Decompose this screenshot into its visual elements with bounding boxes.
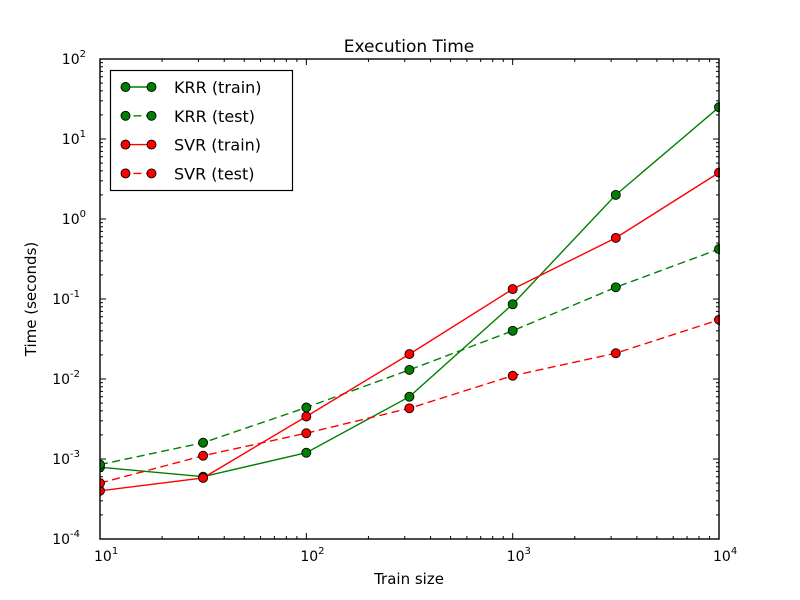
y-tick-label: 101	[62, 129, 86, 148]
data-point-svr-test	[100, 478, 105, 489]
data-point-svr-test	[301, 428, 312, 439]
legend-label-krr-train: KRR (train)	[174, 78, 262, 97]
y-axis-label: Time (seconds)	[22, 242, 40, 358]
legend-entry-krr-test: KRR (test)	[120, 107, 255, 126]
y-tick-label: 10-4	[52, 529, 80, 548]
x-tick-label: 101	[94, 546, 118, 565]
legend-label-svr-test: SVR (test)	[174, 164, 255, 183]
x-axis-label: Train size	[373, 570, 444, 588]
data-point-svr-test	[507, 370, 518, 381]
y-tick-label: 102	[62, 49, 86, 68]
legend-marker-krr-test	[120, 110, 131, 121]
legend: KRR (train) KRR (test) SVR (train) SVR (tes…	[109, 69, 294, 192]
data-point-krr-train	[301, 447, 312, 458]
data-point-krr-train	[404, 391, 415, 402]
data-point-krr-test	[198, 437, 209, 448]
axes-ticks: 101 102 103 104 10-4 10-3 10-2 10-1 100 101 102	[52, 49, 737, 565]
legend-marker-svr-train	[120, 139, 131, 150]
legend-entry-svr-test: SVR (test)	[120, 164, 255, 183]
series-svr-train	[100, 167, 720, 496]
data-point-krr-test	[301, 402, 312, 413]
data-point-krr-test	[100, 459, 105, 470]
legend-entry-svr-train: SVR (train)	[120, 136, 261, 155]
plot-area	[99, 58, 720, 540]
data-point-krr-train	[507, 299, 518, 310]
x-tick-label: 103	[507, 546, 531, 565]
data-point-svr-train	[507, 284, 518, 295]
legend-marker-svr-test	[120, 168, 131, 179]
legend-marker-svr-test	[146, 168, 157, 179]
legend-marker-krr-train	[120, 82, 131, 92]
data-point-svr-train	[100, 485, 105, 496]
data-point-svr-train	[404, 349, 415, 360]
data-point-svr-train	[198, 472, 209, 483]
series-layer	[100, 102, 720, 496]
data-point-svr-train	[301, 411, 312, 422]
data-point-krr-test	[610, 282, 621, 293]
legend-marker-krr-test	[146, 110, 157, 121]
legend-label-svr-train: SVR (train)	[174, 136, 261, 155]
y-tick-label: 10-2	[52, 369, 80, 388]
data-point-krr-test	[404, 364, 415, 375]
x-tick-label: 104	[713, 546, 737, 565]
legend-marker-svr-train	[146, 139, 157, 150]
legend-label-krr-test: KRR (test)	[174, 107, 255, 126]
legend-box	[109, 69, 294, 192]
data-point-krr-test	[507, 325, 518, 336]
legend-entry-krr-train: KRR (train)	[120, 78, 262, 97]
series-line-svr-train	[100, 172, 720, 492]
x-tick-label: 102	[300, 546, 324, 565]
data-point-svr-test	[610, 348, 621, 359]
data-point-svr-test	[198, 450, 209, 461]
data-point-svr-train	[610, 232, 621, 243]
y-tick-label: 10-3	[52, 449, 80, 468]
data-point-svr-test	[404, 403, 415, 414]
y-tick-label: 10-1	[52, 289, 80, 308]
y-tick-label: 100	[62, 209, 86, 228]
data-point-krr-train	[610, 189, 621, 200]
chart-title: Execution Time	[344, 37, 474, 57]
series-svr-test	[100, 314, 720, 489]
legend-marker-krr-train	[146, 82, 157, 92]
